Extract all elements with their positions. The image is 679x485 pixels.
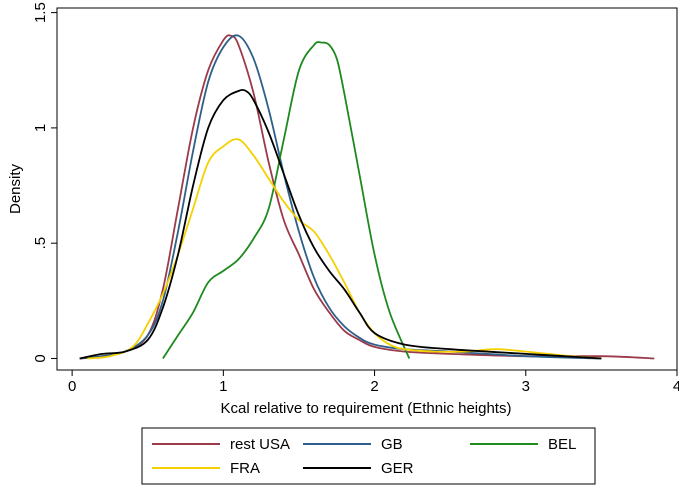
y-axis-title: Density (7, 163, 24, 214)
legend-label-gb: GB (381, 436, 403, 453)
x-tick-label: 4 (673, 378, 679, 395)
legend-box (141, 427, 596, 485)
plot-area-frame (56, 7, 678, 371)
y-tick-label: 0 (32, 354, 49, 362)
legend: rest USA GB BEL FRA GER (141, 427, 596, 485)
legend-label-ger: GER (381, 460, 414, 477)
y-axis: 0 .5 1 1.5 (32, 2, 57, 363)
x-tick-label: 3 (522, 378, 530, 395)
y-tick-label: 1 (32, 124, 49, 132)
series-line-rest-usa (79, 34, 655, 360)
x-axis-title: Kcal relative to requirement (Ethnic hei… (221, 400, 512, 417)
series-line-gb (79, 34, 602, 360)
x-tick-label: 0 (68, 378, 76, 395)
series-line-fra (87, 138, 602, 360)
series-layer (79, 34, 655, 360)
x-axis: 0 1 2 3 4 (68, 370, 679, 395)
legend-label-fra: FRA (230, 460, 260, 477)
x-tick-label: 1 (219, 378, 227, 395)
x-tick-label: 2 (370, 378, 378, 395)
y-tick-label: .5 (32, 237, 49, 250)
series-line-bel (162, 41, 411, 359)
series-line-ger (79, 88, 602, 360)
y-tick-label: 1.5 (32, 2, 49, 23)
legend-label-rest-usa: rest USA (230, 436, 290, 453)
legend-label-bel: BEL (548, 436, 576, 453)
